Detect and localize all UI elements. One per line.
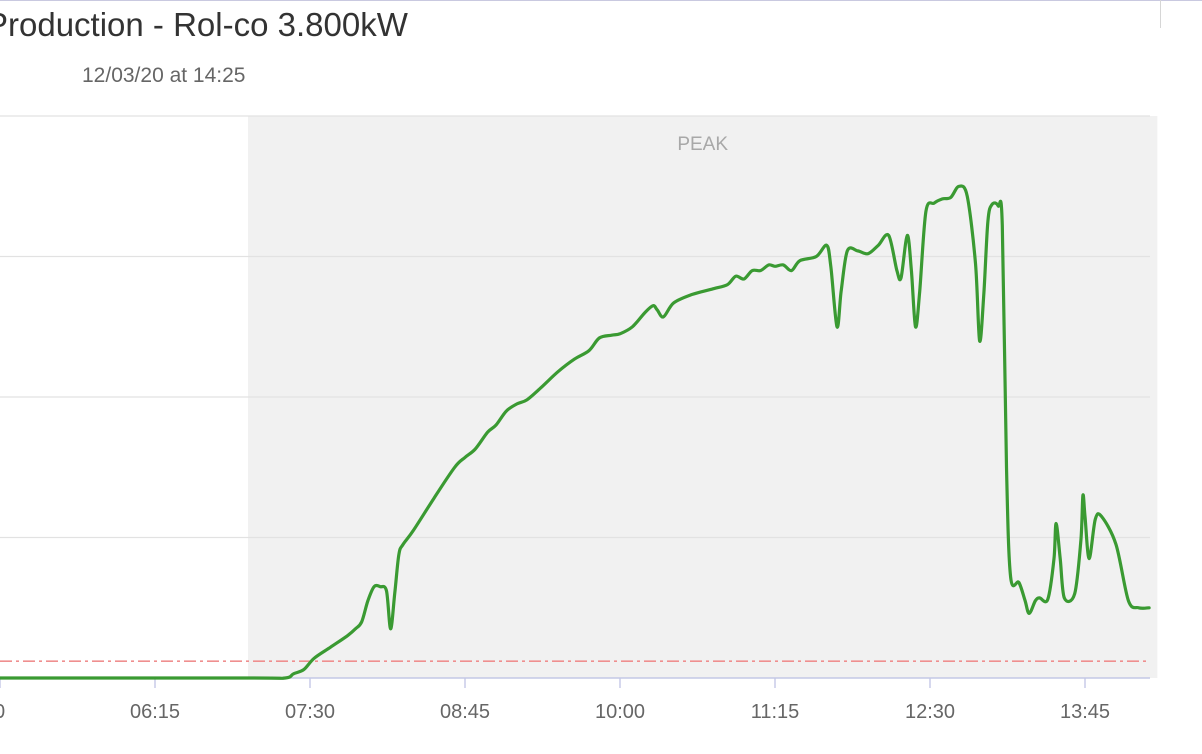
panel-divider — [1160, 0, 1161, 28]
x-tick-label-3: 08:45 — [440, 701, 490, 723]
x-tick-label-1: 06:15 — [130, 701, 180, 723]
x-tick-label-7: 13:45 — [1060, 701, 1110, 723]
x-tick-label-6: 12:30 — [905, 701, 955, 723]
x-tick-label-0: 0 — [0, 701, 5, 723]
chart-title: Production - Rol-co 3.800kW — [0, 6, 408, 43]
peak-band-label: PEAK — [677, 134, 728, 155]
x-tick-label-5: 11:15 — [751, 701, 800, 723]
chart-subtitle: 12/03/20 at 14:25 — [82, 64, 246, 87]
x-tick-label-2: 07:30 — [285, 701, 335, 723]
series-line — [0, 184, 1151, 680]
top-border — [0, 0, 1202, 1]
x-tick-label-4: 10:00 — [595, 701, 645, 723]
gridlines — [0, 115, 1150, 539]
x-axis-ticks: 0 06:15 07:30 08:45 10:00 11:15 12:30 13:45 — [0, 678, 1110, 723]
